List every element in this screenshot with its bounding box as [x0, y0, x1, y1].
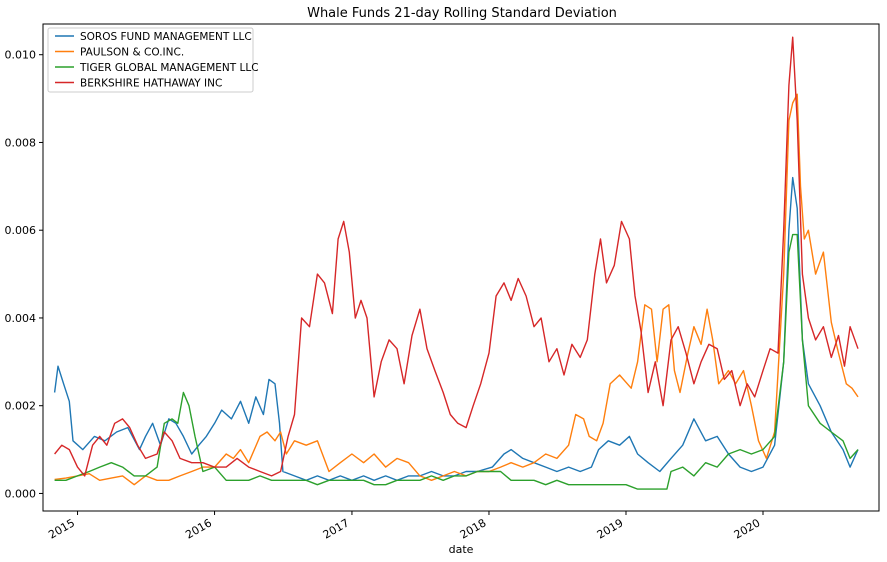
chart-title: Whale Funds 21-day Rolling Standard Devi…: [307, 6, 617, 21]
y-axis: 0.000 0.002 0.004 0.006 0.008 0.010: [5, 49, 43, 500]
y-tick-label: 0.010: [5, 49, 37, 62]
y-tick-label: 0.002: [5, 400, 37, 413]
legend-label: TIGER GLOBAL MANAGEMENT LLC: [79, 62, 259, 74]
y-tick-label: 0.004: [5, 312, 37, 325]
x-axis: 2015 2016 2017 2018 2019 2020: [46, 511, 764, 542]
series-line-1: [54, 93, 859, 486]
legend-box: [47, 27, 254, 93]
legend-label: SOROS FUND MANAGEMENT LLC: [80, 31, 252, 43]
y-tick-label: 0.000: [5, 487, 37, 500]
series-line-3: [54, 36, 859, 477]
x-tick-label: 2018: [458, 516, 489, 541]
x-tick-label: 2016: [183, 516, 214, 541]
legend: SOROS FUND MANAGEMENT LLC PAULSON & CO.IN…: [47, 27, 259, 93]
series-line-2: [54, 233, 859, 490]
x-tick-label: 2017: [321, 516, 352, 541]
x-tick-label: 2020: [732, 516, 763, 541]
y-tick-label: 0.006: [5, 224, 37, 237]
legend-label: BERKSHIRE HATHAWAY INC: [80, 78, 222, 90]
y-tick-label: 0.008: [5, 136, 37, 149]
x-axis-label: date: [449, 543, 474, 556]
legend-label: PAULSON & CO.INC.: [80, 47, 184, 59]
series-layer: [53, 36, 859, 490]
plot-frame: [42, 23, 880, 512]
x-tick-label: 2019: [595, 516, 626, 541]
series-line-0: [53, 176, 859, 481]
x-tick-label: 2015: [46, 516, 77, 541]
